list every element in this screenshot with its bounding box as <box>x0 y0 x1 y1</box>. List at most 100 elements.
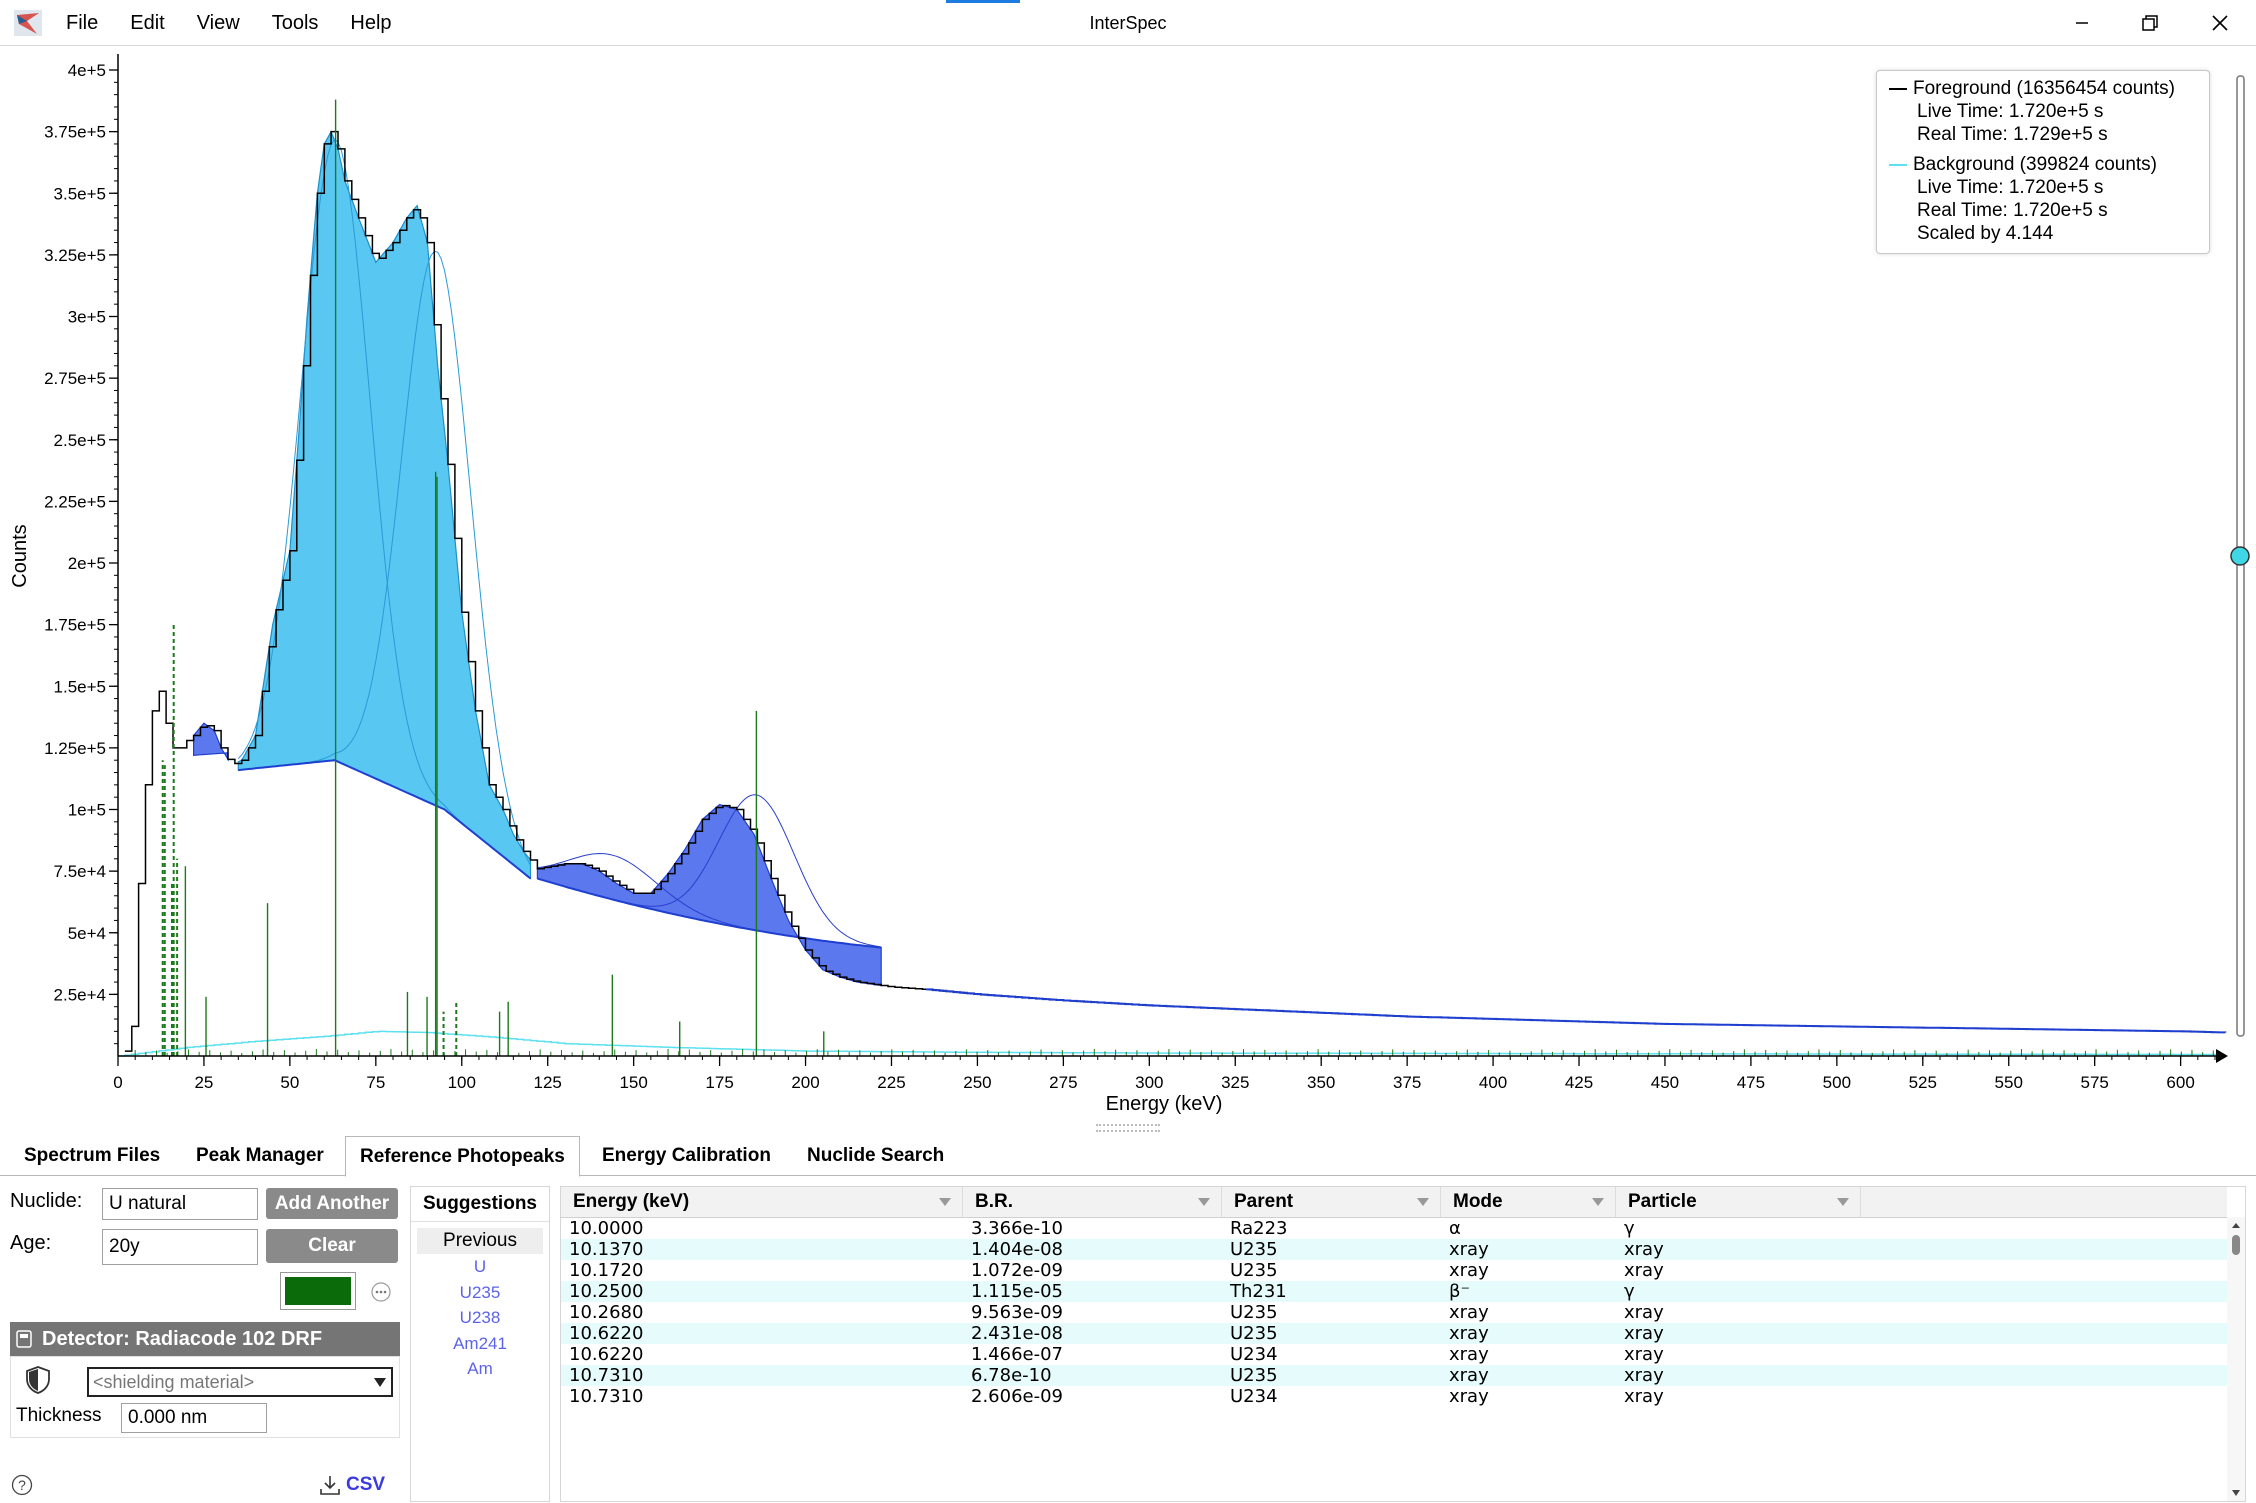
column-header[interactable]: B.R. <box>963 1187 1222 1217</box>
photopeak-table[interactable]: Energy (keV) B.R. Parent Mode Particle 10.00… <box>560 1186 2246 1502</box>
spectrum-chart[interactable]: 2.5e+4 5e+4 7.5e+4 1e+5 1.25e+5 1.5e+5 1.75e+5… <box>0 46 2256 1136</box>
menu-tools[interactable]: Tools <box>271 11 319 34</box>
tab-spectrum-files[interactable]: Spectrum Files <box>24 1145 161 1166</box>
column-header[interactable]: Parent <box>1222 1187 1441 1217</box>
menu-file[interactable]: File <box>66 11 99 34</box>
table-row[interactable]: 10.6220 1.466e-07 U234 xray xray <box>561 1344 2227 1365</box>
sort-icon[interactable] <box>1591 1196 1605 1208</box>
table-cell: 10.2500 <box>569 1281 644 1302</box>
suggestion-item[interactable]: Am241 <box>453 1333 507 1353</box>
table-cell: Th231 <box>1230 1281 1287 1302</box>
suggestions-panel: Suggestions Previous U U235 U238 Am241 Am <box>410 1186 550 1502</box>
table-row[interactable]: 10.1370 1.404e-08 U235 xray xray <box>561 1239 2227 1260</box>
age-input[interactable]: 20y <box>102 1229 258 1265</box>
table-row[interactable]: 10.2500 1.115e-05 Th231 β⁻ γ <box>561 1281 2227 1302</box>
tab-nuclide-search[interactable]: Nuclide Search <box>807 1145 945 1166</box>
suggestion-item[interactable]: Am <box>467 1359 493 1378</box>
table-cell: 10.1720 <box>569 1260 644 1281</box>
detector-icon <box>16 1330 32 1348</box>
csv-export-link[interactable]: CSV <box>318 1472 385 1498</box>
table-cell: γ <box>1624 1281 1635 1302</box>
interspec-app-icon <box>14 10 42 36</box>
scroll-down-icon[interactable] <box>2231 1489 2241 1497</box>
table-cell: xray <box>1624 1239 1664 1260</box>
thickness-input[interactable]: 0.000 nm <box>121 1403 267 1433</box>
shielding-material-select[interactable]: <shielding material> <box>87 1367 393 1397</box>
minimize-button[interactable] <box>2050 0 2114 46</box>
sort-icon[interactable] <box>1416 1196 1430 1208</box>
scroll-up-icon[interactable] <box>2231 1221 2241 1229</box>
table-cell: 10.7310 <box>569 1386 644 1407</box>
table-row[interactable]: 10.6220 2.431e-08 U235 xray xray <box>561 1323 2227 1344</box>
tab-peak-manager[interactable]: Peak Manager <box>196 1145 324 1166</box>
x-tick-label: 175 <box>705 1073 733 1092</box>
axes: 2.5e+4 5e+4 7.5e+4 1e+5 1.25e+5 1.5e+5 1.75e+5… <box>44 54 2228 1092</box>
x-tick-label: 200 <box>791 1073 819 1092</box>
table-cell: 10.2680 <box>569 1302 644 1323</box>
table-row[interactable]: 10.7310 2.606e-09 U234 xray xray <box>561 1386 2227 1407</box>
clear-button[interactable]: Clear <box>266 1229 398 1263</box>
panel-splitter[interactable] <box>1096 1124 1160 1132</box>
fitted-continuum-tail <box>925 988 2227 1034</box>
menu-edit[interactable]: Edit <box>130 11 165 34</box>
sort-icon[interactable] <box>938 1196 952 1208</box>
more-options-icon[interactable] <box>370 1281 392 1303</box>
detector-bar[interactable]: Detector: Radiacode 102 DRF <box>10 1322 400 1356</box>
column-header[interactable]: Energy (keV) <box>561 1187 963 1217</box>
y-tick-label: 3e+5 <box>68 308 106 327</box>
x-tick-label: 125 <box>534 1073 562 1092</box>
shield-icon[interactable] <box>25 1365 51 1395</box>
tab-energy-calibration[interactable]: Energy Calibration <box>602 1145 771 1166</box>
table-header: Energy (keV) B.R. Parent Mode Particle <box>561 1187 2227 1218</box>
table-scrollbar[interactable] <box>2227 1217 2245 1501</box>
suggestion-item[interactable]: U235 <box>459 1282 501 1302</box>
table-cell: xray <box>1449 1365 1489 1386</box>
suggestion-item[interactable]: U <box>473 1257 487 1276</box>
x-tick-label: 225 <box>877 1073 905 1092</box>
peak-fill-26keV[interactable] <box>193 722 229 762</box>
menu-bar: File Edit View Tools Help <box>66 0 392 46</box>
close-window-button[interactable] <box>2188 0 2252 46</box>
y-tick-label: 7.5e+4 <box>54 862 106 881</box>
y-zoom-slider[interactable] <box>2230 75 2250 1037</box>
y-tick-label: 2.5e+5 <box>54 431 106 450</box>
x-tick-label: 600 <box>2166 1073 2194 1092</box>
tab-reference-photopeaks[interactable]: Reference Photopeaks <box>345 1136 580 1177</box>
download-icon <box>320 1476 340 1495</box>
column-header[interactable]: Particle <box>1616 1187 1861 1217</box>
x-tick-label: 25 <box>194 1073 213 1092</box>
y-tick-label: 2.75e+5 <box>44 369 106 388</box>
x-tick-label: 450 <box>1651 1073 1679 1092</box>
x-axis-arrow-icon <box>2216 1049 2228 1063</box>
y-slider-handle[interactable] <box>2230 546 2250 566</box>
x-tick-label: 525 <box>1909 1073 1937 1092</box>
sort-icon[interactable] <box>1197 1196 1211 1208</box>
detector-label: Detector: Radiacode 102 DRF <box>42 1328 323 1350</box>
sort-icon[interactable] <box>1836 1196 1850 1208</box>
menu-help[interactable]: Help <box>350 11 392 34</box>
spectrum-plot[interactable]: 2.5e+4 5e+4 7.5e+4 1e+5 1.25e+5 1.5e+5 1.75e+5… <box>0 46 2256 1136</box>
y-tick-label: 2e+5 <box>68 554 106 573</box>
add-another-button[interactable]: Add Another <box>266 1188 398 1219</box>
table-cell: xray <box>1624 1260 1664 1281</box>
table-row[interactable]: 10.1720 1.072e-09 U235 xray xray <box>561 1260 2227 1281</box>
table-scroll-thumb[interactable] <box>2232 1235 2240 1255</box>
background-spectrum-line <box>118 1030 2222 1057</box>
legend-foreground-live: Live Time: 1.720e+5 s <box>1917 101 2104 122</box>
table-cell: 2.431e-08 <box>971 1323 1064 1344</box>
line-color-picker[interactable] <box>280 1272 356 1310</box>
column-header[interactable]: Mode <box>1441 1187 1616 1217</box>
help-icon[interactable]: ? <box>11 1474 33 1496</box>
nuclide-input[interactable]: U natural <box>102 1188 258 1220</box>
table-row[interactable]: 10.2680 9.563e-09 U235 xray xray <box>561 1302 2227 1323</box>
suggestion-item[interactable]: U238 <box>459 1308 501 1327</box>
y-tick-label: 2.5e+4 <box>54 985 106 1004</box>
table-row[interactable]: 10.0000 3.366e-10 Ra223 α γ <box>561 1218 2227 1239</box>
table-cell: 1.072e-09 <box>971 1260 1064 1281</box>
restore-button[interactable] <box>2118 0 2182 46</box>
table-row[interactable]: 10.7310 6.78e-10 U235 xray xray <box>561 1365 2227 1386</box>
y-tick-label: 5e+4 <box>68 924 106 943</box>
menu-view[interactable]: View <box>196 11 240 34</box>
peak-fill-144keV-186keV[interactable] <box>536 803 882 987</box>
x-tick-label: 75 <box>366 1073 385 1092</box>
